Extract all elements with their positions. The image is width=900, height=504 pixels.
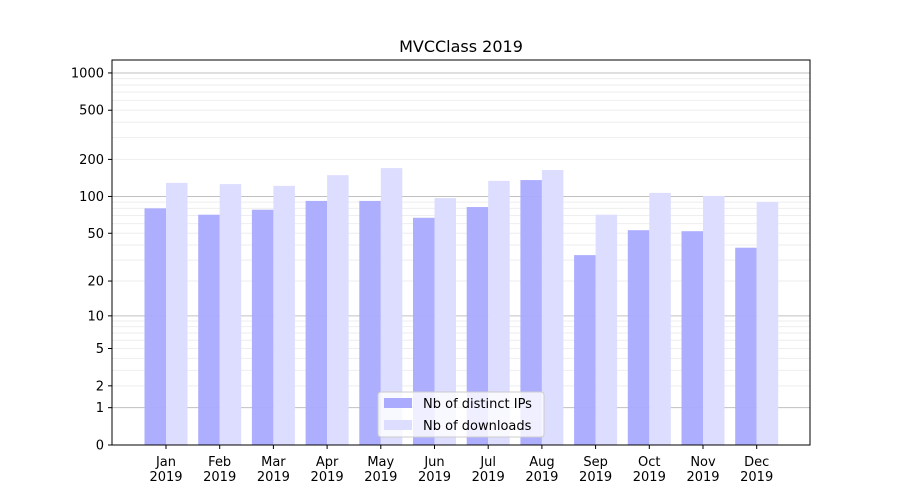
bar-downloads <box>166 182 188 445</box>
bar-downloads <box>273 185 295 446</box>
bar-distinct-ips <box>305 200 328 445</box>
y-axis: 0 1 2 5 10 20 50 100 200 500 1000 <box>71 66 112 454</box>
y-tick-label: 100 <box>79 190 104 205</box>
y-tick-label: 2 <box>96 379 104 394</box>
x-tick-label: 2019 <box>579 470 612 485</box>
x-tick-label: 2019 <box>633 470 666 485</box>
x-tick-label: 2019 <box>525 470 558 485</box>
x-tick-label: 2019 <box>149 470 182 485</box>
legend-swatch-downloads <box>384 420 412 430</box>
bar-distinct-ips <box>735 247 757 445</box>
y-tick-label: 500 <box>79 104 104 119</box>
bar-downloads <box>756 202 779 445</box>
bar-downloads <box>649 192 671 445</box>
x-tick-label: 2019 <box>364 470 397 485</box>
bar-distinct-ips <box>466 207 489 445</box>
bar-distinct-ips <box>144 208 166 445</box>
bar-distinct-ips <box>681 231 703 445</box>
x-tick-label: Apr <box>316 455 339 470</box>
x-tick-label: Oct <box>638 455 660 470</box>
x-axis: Jan2019Feb2019Mar2019Apr2019May2019Jun20… <box>149 445 773 485</box>
x-tick-label: 2019 <box>257 470 290 485</box>
y-tick-label: 1000 <box>71 66 104 81</box>
y-tick-label: 50 <box>87 227 104 242</box>
bar-downloads <box>434 198 456 445</box>
legend-label-ips: Nb of distinct IPs <box>423 397 532 412</box>
y-tick-label: 10 <box>87 309 104 324</box>
x-tick-label: Mar <box>261 455 286 470</box>
y-tick-label: 1 <box>96 401 104 416</box>
bar-distinct-ips <box>574 255 596 445</box>
bar-downloads <box>380 168 403 446</box>
x-tick-label: 2019 <box>418 470 451 485</box>
x-tick-label: 2019 <box>740 470 773 485</box>
bar-downloads <box>595 214 618 445</box>
bar-downloads <box>703 195 725 445</box>
x-tick-label: Nov <box>690 455 716 470</box>
x-tick-label: Sep <box>583 455 608 470</box>
bar-downloads <box>219 184 242 445</box>
legend-label-downloads: Nb of downloads <box>423 419 532 434</box>
x-tick-label: Jan <box>155 455 176 470</box>
axes-frame <box>111 59 811 446</box>
bar-distinct-ips <box>627 230 650 445</box>
bar-distinct-ips <box>359 200 381 445</box>
x-tick-label: 2019 <box>686 470 719 485</box>
x-tick-label: 2019 <box>311 470 344 485</box>
x-tick-label: Aug <box>529 455 554 470</box>
x-tick-label: May <box>367 455 394 470</box>
y-tick-label: 20 <box>87 275 104 290</box>
y-tick-label: 200 <box>79 153 104 168</box>
y-tick-label: 5 <box>96 342 104 357</box>
x-tick-label: Dec <box>744 455 769 470</box>
bar-distinct-ips <box>251 209 274 445</box>
x-tick-label: Feb <box>208 455 231 470</box>
x-tick-label: 2019 <box>203 470 236 485</box>
x-tick-label: 2019 <box>472 470 505 485</box>
bars <box>144 168 779 446</box>
x-tick-label: Jun <box>423 455 444 470</box>
y-tick-label: 0 <box>96 439 104 454</box>
legend: Nb of distinct IPs Nb of downloads <box>377 391 545 438</box>
chart-title: MVCClass 2019 <box>399 37 523 56</box>
bar-distinct-ips <box>413 217 435 445</box>
bar-downloads <box>541 170 564 446</box>
bar-distinct-ips <box>198 214 220 445</box>
bar-downloads <box>327 175 349 446</box>
legend-swatch-ips <box>384 398 412 408</box>
bar-downloads <box>488 180 510 445</box>
bar-distinct-ips <box>520 180 542 446</box>
x-tick-label: Jul <box>479 455 496 470</box>
